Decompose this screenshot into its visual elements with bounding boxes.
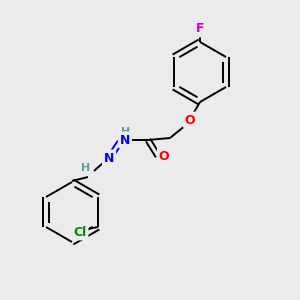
- Text: N: N: [120, 134, 130, 146]
- Text: N: N: [104, 152, 114, 164]
- Text: H: H: [122, 127, 130, 137]
- Text: F: F: [196, 22, 204, 35]
- Text: H: H: [81, 163, 91, 173]
- Text: O: O: [159, 149, 169, 163]
- Text: Cl: Cl: [74, 226, 87, 238]
- Text: O: O: [185, 113, 195, 127]
